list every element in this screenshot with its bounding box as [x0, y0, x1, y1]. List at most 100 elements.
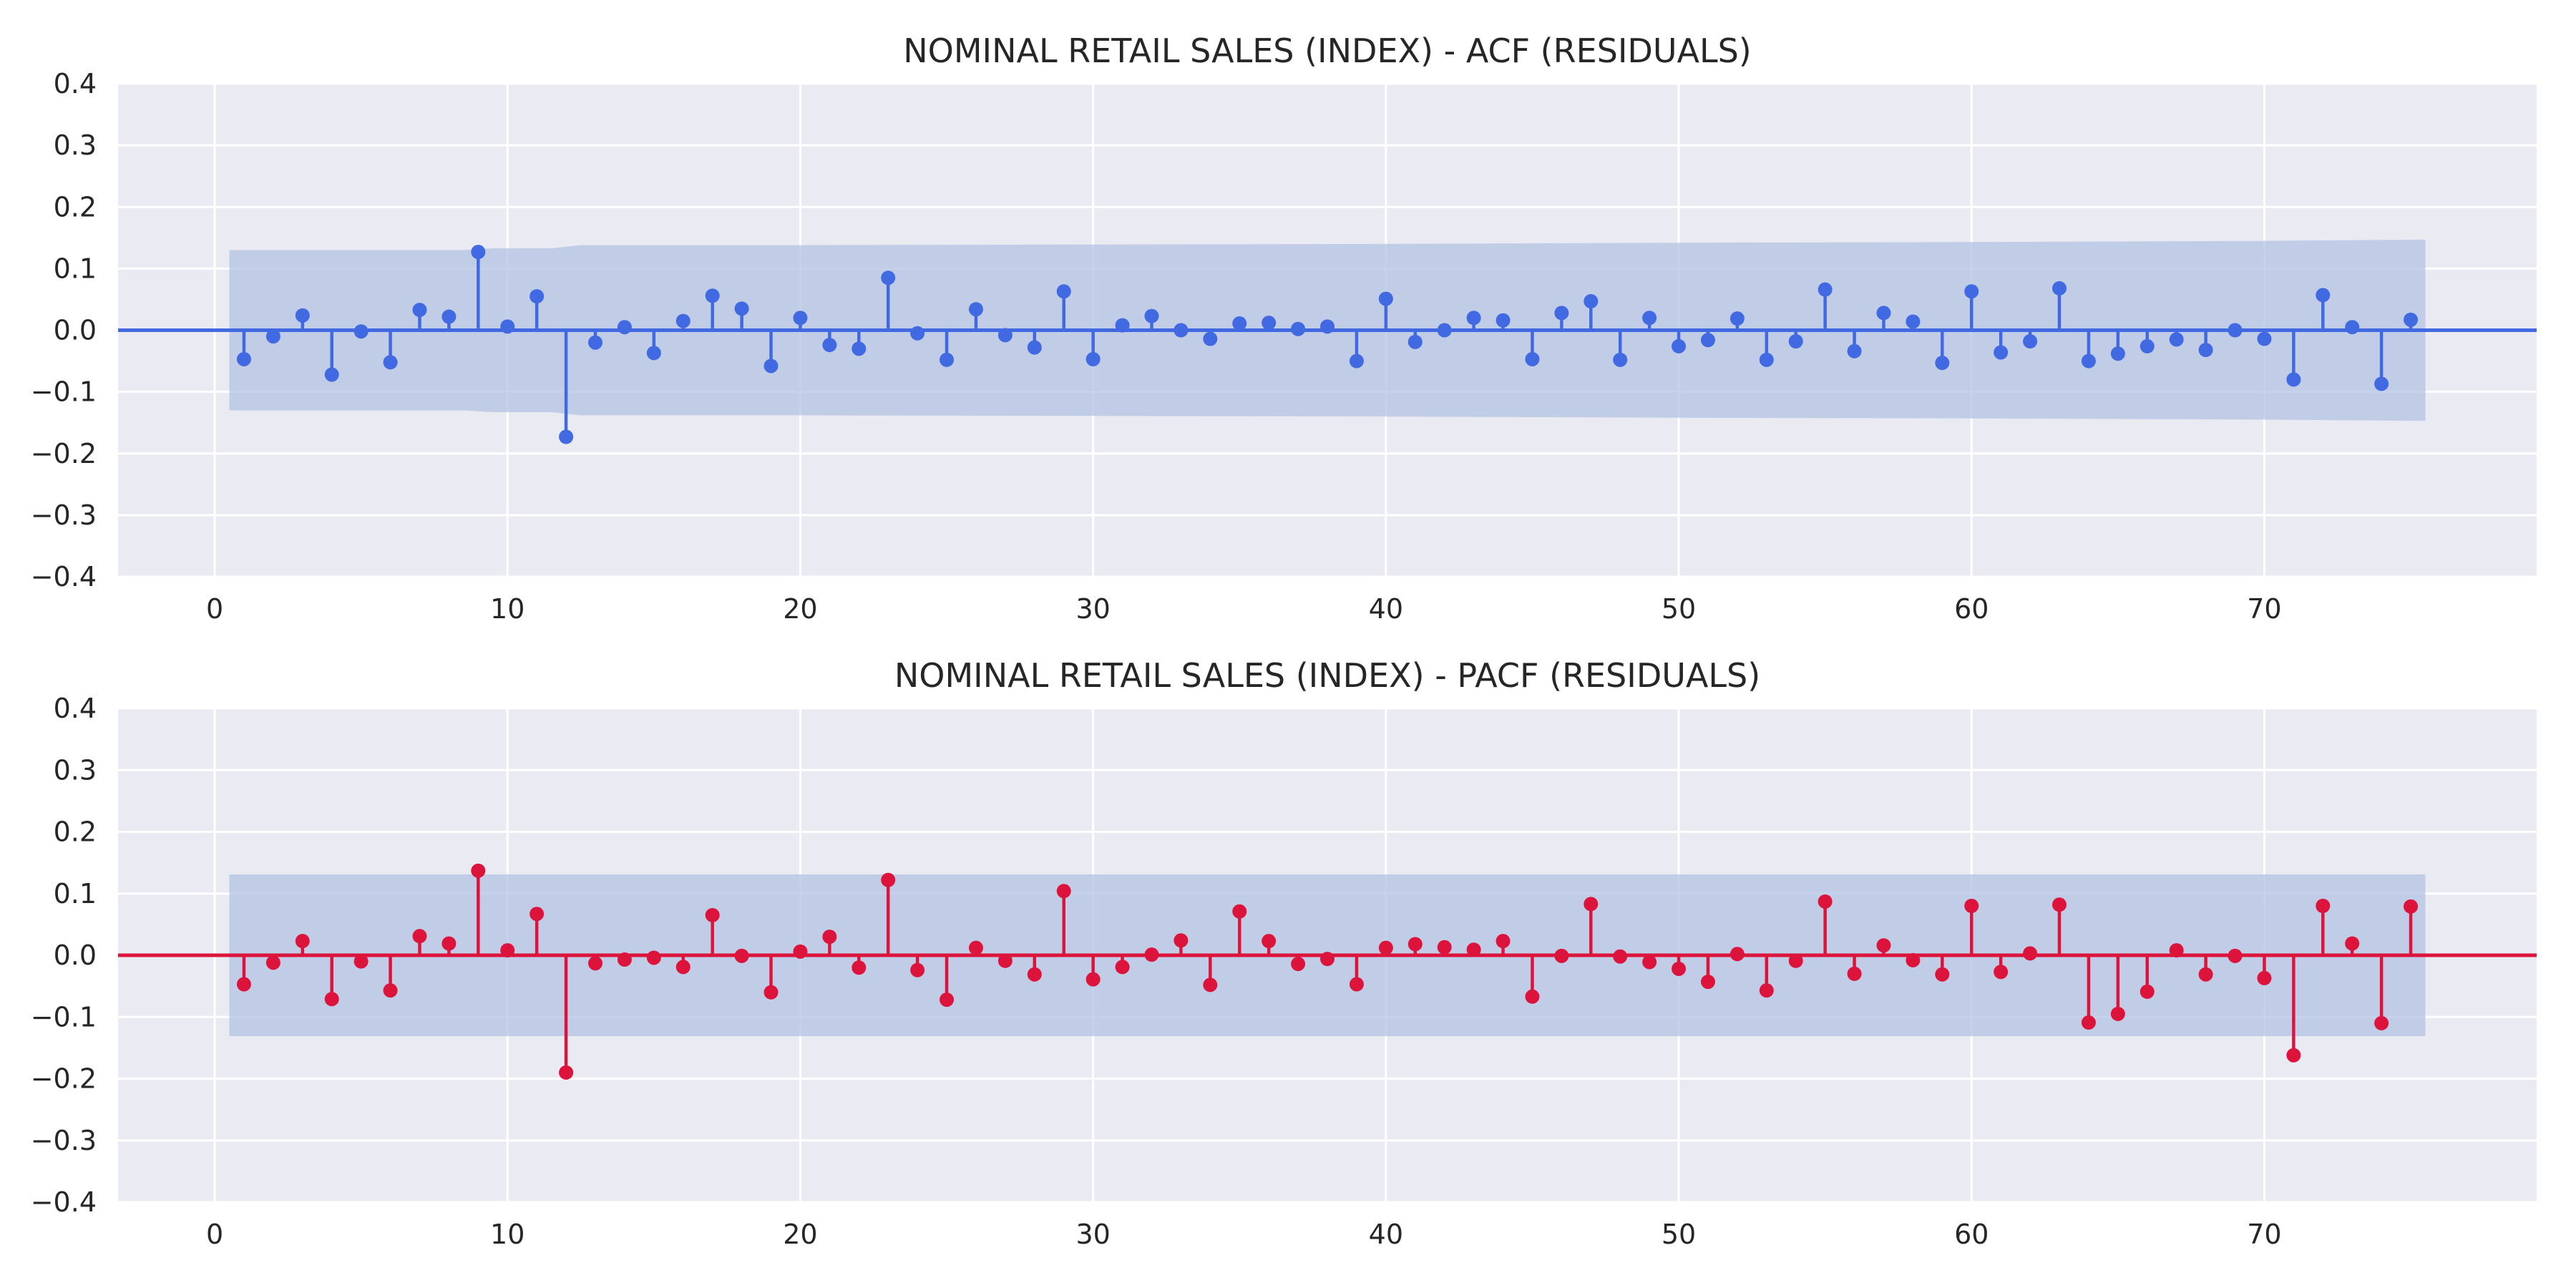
- pacf-x-tick-label: 20: [783, 1219, 817, 1250]
- acf-point-lag-23: [881, 270, 896, 286]
- acf-point-lag-44: [1496, 313, 1511, 328]
- pacf-chart-title: NOMINAL RETAIL SALES (INDEX) - PACF (RES…: [894, 656, 1760, 695]
- acf-point-lag-15: [646, 346, 661, 361]
- acf-point-lag-43: [1466, 311, 1481, 326]
- pacf-point-lag-54: [1788, 953, 1803, 968]
- acf-point-lag-57: [1876, 306, 1891, 321]
- pacf-point-lag-30: [1085, 972, 1101, 987]
- acf-chart: 0 10 20 30 40 50 60 70 −0.4 −0.3 −0.2 −0.1 0.0 0.1 0.2…: [31, 31, 2537, 625]
- pacf-tick-labels: 0 10 20 30 40 50 60 70 −0.4 −0.3 −0.2 −0.1 0.0 0.1 0.2…: [31, 693, 2282, 1250]
- pacf-point-lag-14: [617, 952, 632, 967]
- acf-point-lag-39: [1349, 353, 1364, 369]
- acf-point-lag-64: [2081, 353, 2096, 369]
- acf-point-lag-62: [2023, 334, 2038, 349]
- pacf-point-lag-60: [1964, 899, 1979, 913]
- pacf-point-lag-2: [265, 955, 280, 970]
- pacf-y-tick-label: 0.2: [54, 816, 97, 848]
- acf-x-tick-label: 70: [2247, 593, 2281, 625]
- pacf-point-lag-58: [1906, 952, 1921, 967]
- pacf-point-lag-48: [1613, 949, 1628, 964]
- acf-point-lag-53: [1759, 352, 1774, 367]
- acf-point-lag-16: [675, 313, 691, 328]
- acf-point-lag-11: [530, 289, 545, 304]
- acf-point-lag-13: [587, 335, 602, 350]
- pacf-point-lag-42: [1437, 940, 1452, 955]
- acf-point-lag-3: [295, 308, 310, 323]
- acf-point-lag-60: [1964, 284, 1979, 299]
- acf-point-lag-61: [1994, 345, 2009, 360]
- pacf-point-lag-8: [441, 936, 457, 951]
- pacf-point-lag-34: [1203, 977, 1218, 992]
- pacf-point-lag-26: [968, 940, 983, 955]
- acf-y-tick-label: 0.4: [54, 68, 97, 99]
- pacf-point-lag-33: [1174, 933, 1189, 948]
- pacf-point-lag-36: [1262, 934, 1277, 949]
- pacf-point-lag-12: [559, 1065, 574, 1080]
- pacf-point-lag-45: [1525, 989, 1540, 1004]
- acf-point-lag-50: [1672, 338, 1687, 353]
- acf-y-tick-label: 0.1: [54, 253, 97, 284]
- pacf-point-lag-24: [910, 962, 925, 977]
- pacf-point-lag-50: [1672, 961, 1687, 976]
- pacf-point-lag-5: [353, 954, 369, 969]
- acf-chart-title: NOMINAL RETAIL SALES (INDEX) - ACF (RESI…: [903, 31, 1752, 70]
- pacf-point-lag-55: [1818, 894, 1833, 909]
- acf-point-lag-2: [265, 329, 280, 344]
- acf-point-lag-41: [1407, 334, 1423, 349]
- pacf-point-lag-31: [1115, 960, 1130, 975]
- acf-point-lag-29: [1056, 284, 1071, 299]
- acf-point-lag-34: [1203, 331, 1218, 346]
- acf-x-tick-label: 10: [490, 593, 525, 625]
- acf-point-lag-30: [1085, 351, 1101, 366]
- acf-point-lag-45: [1525, 351, 1540, 366]
- pacf-y-tick-label: 0.0: [54, 940, 97, 971]
- acf-point-lag-31: [1115, 318, 1130, 333]
- acf-point-lag-27: [997, 328, 1013, 343]
- acf-point-lag-35: [1232, 316, 1247, 331]
- acf-point-lag-17: [705, 288, 720, 303]
- pacf-point-lag-19: [763, 985, 779, 1000]
- acf-point-lag-69: [2228, 323, 2243, 338]
- pacf-x-tick-label: 30: [1075, 1219, 1110, 1250]
- pacf-point-lag-4: [324, 992, 339, 1007]
- pacf-point-lag-71: [2286, 1048, 2301, 1063]
- acf-point-lag-37: [1291, 321, 1306, 336]
- pacf-y-tick-label: −0.2: [31, 1063, 97, 1095]
- pacf-point-lag-16: [675, 960, 691, 975]
- acf-point-lag-36: [1262, 316, 1277, 331]
- acf-tick-labels: 0 10 20 30 40 50 60 70 −0.4 −0.3 −0.2 −0.1 0.0 0.1 0.2…: [31, 68, 2282, 625]
- acf-point-lag-1: [236, 351, 251, 366]
- acf-x-tick-label: 0: [206, 593, 223, 625]
- pacf-point-lag-56: [1847, 966, 1862, 981]
- pacf-x-tick-label: 40: [1369, 1219, 1403, 1250]
- pacf-point-lag-59: [1935, 967, 1950, 982]
- pacf-stems: [236, 863, 2419, 1080]
- acf-point-lag-47: [1584, 294, 1599, 309]
- acf-point-lag-4: [324, 367, 339, 382]
- pacf-point-lag-37: [1291, 957, 1306, 972]
- acf-point-lag-20: [793, 311, 808, 326]
- pacf-point-lag-21: [822, 930, 837, 945]
- pacf-point-lag-39: [1349, 977, 1364, 992]
- pacf-point-lag-53: [1759, 983, 1774, 998]
- pacf-y-tick-label: 0.4: [54, 693, 97, 724]
- pacf-point-lag-13: [587, 956, 602, 971]
- acf-y-tick-label: 0.0: [54, 315, 97, 346]
- acf-point-lag-55: [1818, 282, 1833, 297]
- acf-point-lag-21: [822, 338, 837, 353]
- acf-stems: [236, 245, 2419, 444]
- acf-point-lag-73: [2345, 320, 2360, 335]
- acf-point-lag-10: [500, 319, 515, 334]
- pacf-point-lag-17: [705, 907, 720, 922]
- pacf-point-lag-43: [1466, 942, 1481, 957]
- pacf-point-lag-69: [2228, 948, 2243, 963]
- pacf-y-tick-label: 0.1: [54, 878, 97, 909]
- pacf-y-tick-label: −0.3: [31, 1125, 97, 1156]
- pacf-point-lag-29: [1056, 884, 1071, 899]
- acf-y-tick-label: 0.2: [54, 191, 97, 223]
- acf-x-tick-label: 60: [1954, 593, 1989, 625]
- acf-point-lag-40: [1378, 291, 1393, 306]
- pacf-point-lag-15: [646, 950, 661, 965]
- acf-point-lag-65: [2110, 346, 2125, 361]
